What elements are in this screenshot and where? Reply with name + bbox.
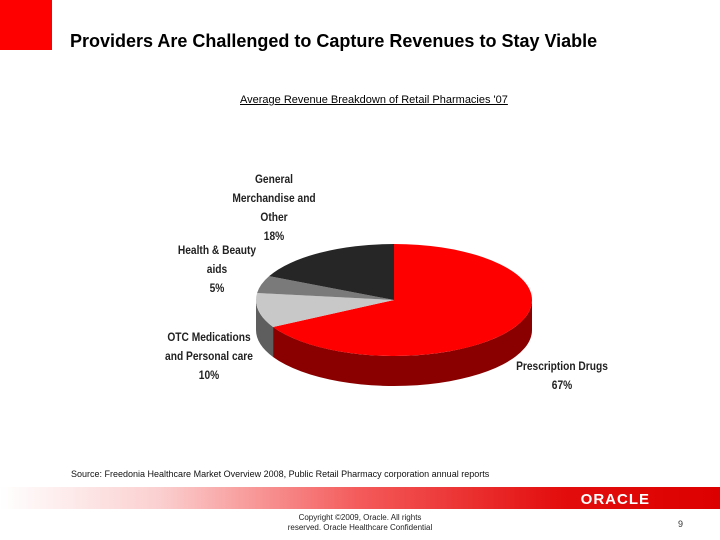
label-general-merchandise: General Merchandise and Other 18% <box>232 172 316 243</box>
chart-title: Average Revenue Breakdown of Retail Phar… <box>240 94 508 106</box>
pie-tops <box>256 244 532 356</box>
page-number: 9 <box>678 519 684 529</box>
label-health-beauty: Health & Beauty aids 5% <box>177 243 257 295</box>
pie-slice-general-merchandise <box>269 244 394 300</box>
pie-side-prescription-drugs <box>273 300 532 387</box>
copyright-text: Copyright ©2009, Oracle. All rights rese… <box>287 513 433 532</box>
oracle-logo: ORACLE <box>580 491 650 508</box>
label-otc-medications: OTC Medications and Personal care 10% <box>165 330 253 382</box>
brand-red-square <box>0 0 52 50</box>
pie-slice-prescription-drugs <box>273 244 532 356</box>
pie-slice-otc-medications <box>256 292 394 327</box>
footer-bar: ORACLE <box>0 487 720 509</box>
pie-side-otc-medications <box>256 300 274 357</box>
slide-title: Providers Are Challenged to Capture Reve… <box>70 31 598 51</box>
pie-sides <box>256 300 532 387</box>
source-note: Source: Freedonia Healthcare Market Over… <box>71 469 490 479</box>
pie-chart <box>256 244 532 387</box>
label-prescription-drugs: Prescription Drugs 67% <box>516 359 608 392</box>
pie-slice-health-beauty <box>257 276 394 300</box>
